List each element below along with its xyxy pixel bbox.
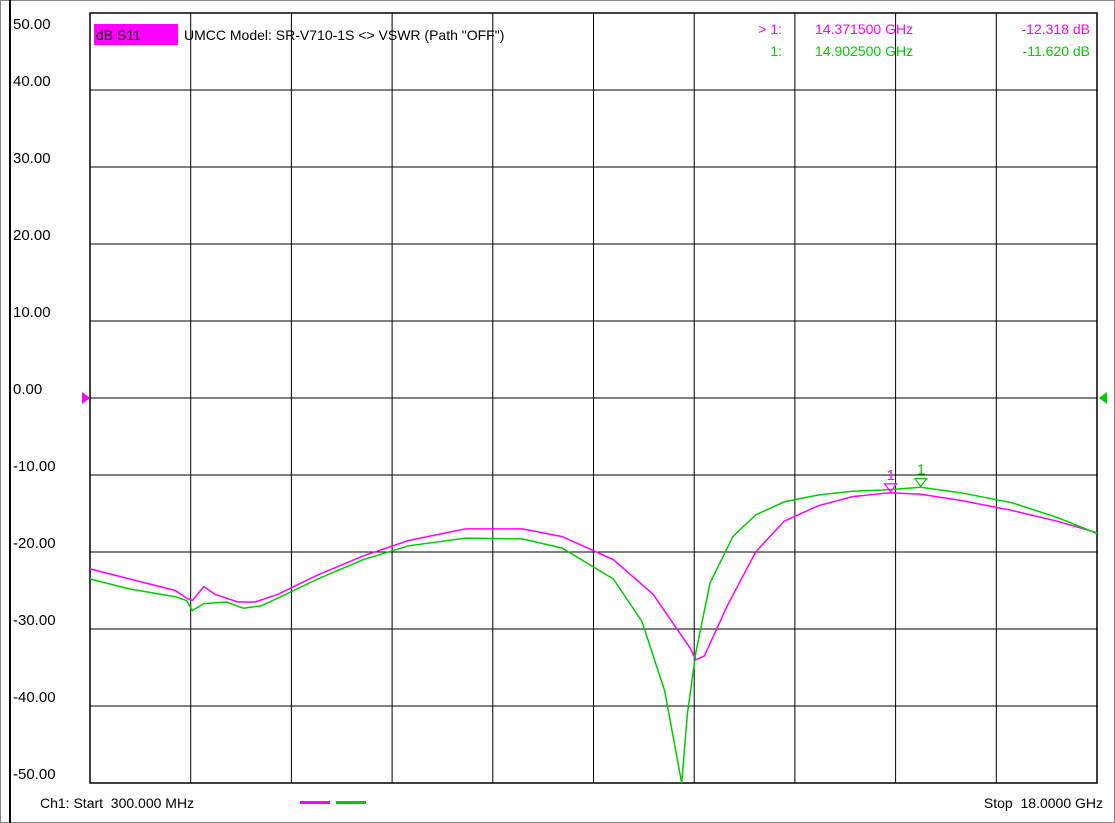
ref-arrow-left xyxy=(82,392,90,404)
y-tick-labels: 50.00 40.00 30.00 20.00 10.00 0.00 -10.00 -20.0… xyxy=(13,16,56,783)
trace2-swatch xyxy=(336,801,366,804)
trace1-swatch xyxy=(300,801,330,804)
y-tick-label: 0.00 xyxy=(13,381,42,398)
marker-readout-value: -11.620 dB xyxy=(1023,43,1090,59)
plot-header: dB S11 UMCC Model: SR-V710-1S <> VSWR (Pa… xyxy=(94,21,1090,59)
y-tick-label: 10.00 xyxy=(13,304,51,321)
ref-arrow-right xyxy=(1099,392,1107,404)
y-tick-label: 50.00 xyxy=(13,16,51,33)
y-tick-label: -10.00 xyxy=(13,458,56,475)
trace-subtitle: UMCC Model: SR-V710-1S <> VSWR (Path "OF… xyxy=(184,27,504,43)
marker-label: 1 xyxy=(917,461,925,478)
trace-legend xyxy=(300,801,376,805)
y-tick-label: 40.00 xyxy=(13,73,51,90)
start-frequency-label: Ch1: Start 300.000 MHz xyxy=(40,795,195,811)
marker-readout-frequency: 14.902500 GHz xyxy=(815,43,913,59)
marker-triangle xyxy=(913,477,928,488)
marker-triangle xyxy=(883,483,898,493)
y-tick-label: -40.00 xyxy=(13,689,56,706)
reference-arrows xyxy=(82,392,1107,404)
y-tick-label: -20.00 xyxy=(13,535,56,552)
stop-frequency-label: Stop 18.0000 GHz xyxy=(983,795,1103,811)
marker-readout-prefix: > 1: xyxy=(758,21,782,37)
trace-2 xyxy=(89,486,1098,784)
y-tick-label: -50.00 xyxy=(13,766,56,783)
marker-readout-prefix: 1: xyxy=(770,43,782,59)
marker-label: 1 xyxy=(887,467,895,484)
y-tick-label: 30.00 xyxy=(13,150,51,167)
marker-readout-value: -12.318 dB xyxy=(1022,21,1091,37)
trace-title: dB S11 xyxy=(96,27,141,43)
y-tick-label: -30.00 xyxy=(13,612,56,629)
marker-readout-frequency: 14.371500 GHz xyxy=(815,21,913,37)
title-background xyxy=(94,24,178,45)
y-tick-label: 20.00 xyxy=(13,227,51,244)
plot-traces xyxy=(89,486,1098,784)
trace-1 xyxy=(89,491,1098,661)
